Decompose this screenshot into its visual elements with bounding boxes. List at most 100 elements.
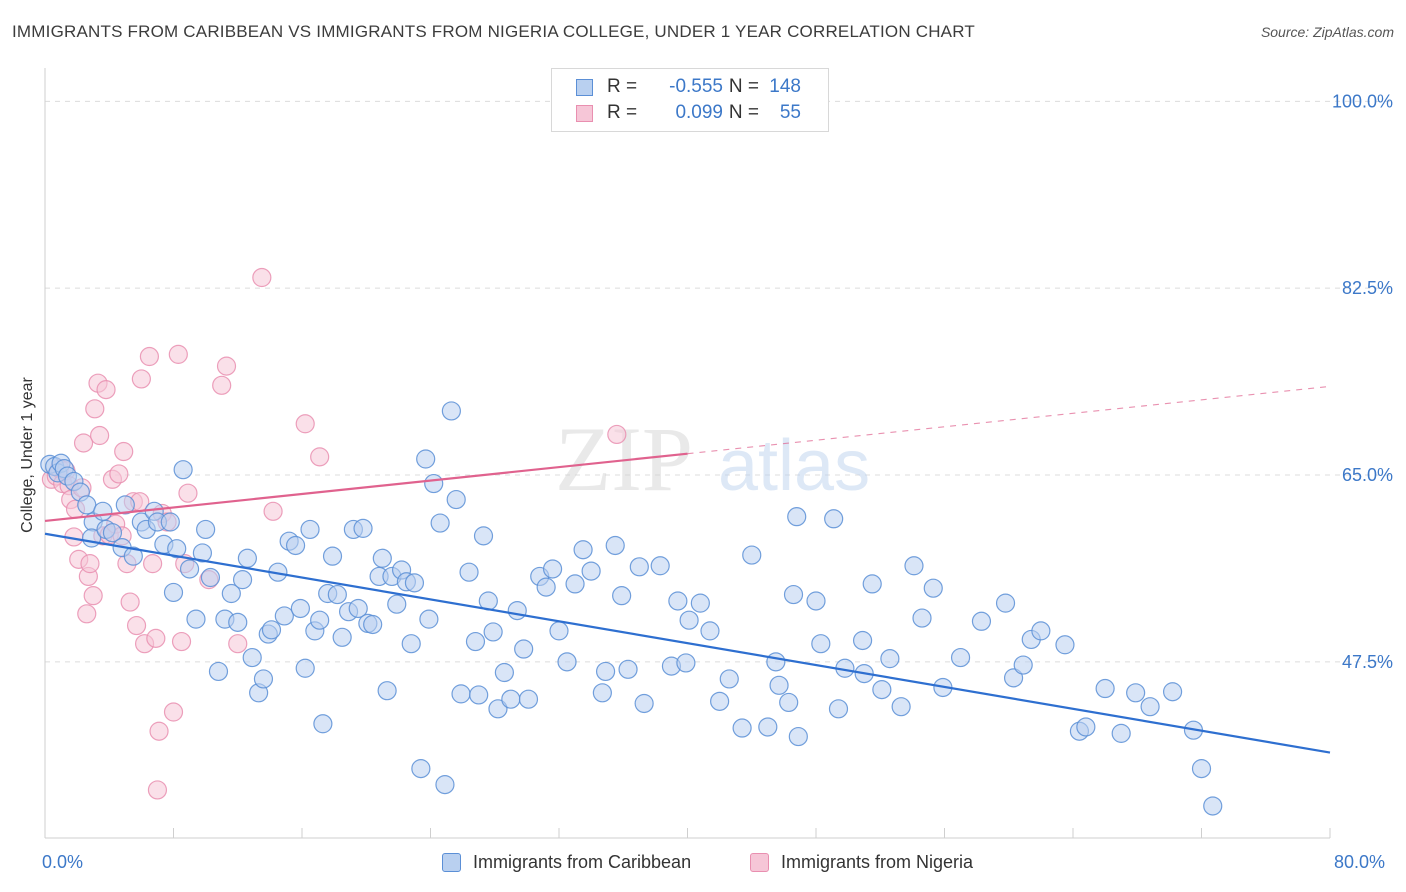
legend-item-caribbean[interactable]: Immigrants from Caribbean [442, 852, 691, 873]
data-point [469, 685, 489, 705]
data-point [668, 591, 688, 611]
data-point [149, 721, 169, 741]
data-point [1095, 678, 1115, 699]
data-point [1191, 759, 1212, 779]
data-point [862, 574, 882, 594]
data-point [261, 620, 282, 640]
data-point [488, 699, 508, 719]
data-point [634, 693, 654, 714]
data-point [710, 691, 730, 711]
data-point [494, 662, 514, 683]
data-point [168, 344, 188, 364]
data-point [788, 726, 808, 747]
data-point [221, 583, 241, 604]
r-label: R = [607, 76, 638, 97]
data-point [310, 447, 330, 467]
data-point [139, 346, 160, 367]
data-point [178, 483, 198, 503]
series-legend: Immigrants from Caribbean Immigrants fro… [0, 852, 1406, 876]
data-point [1055, 635, 1075, 655]
trend-extension-nigeria [687, 385, 1331, 455]
legend-label-caribbean: Immigrants from Caribbean [473, 852, 692, 872]
data-point [228, 612, 248, 632]
data-point [114, 441, 134, 462]
data-point [96, 380, 116, 400]
data-point [811, 634, 831, 654]
data-point [192, 543, 213, 563]
data-point [483, 622, 503, 642]
data-point [80, 554, 100, 574]
data-point [435, 775, 455, 795]
data-point [806, 591, 826, 611]
data-point [824, 509, 844, 529]
y-tick-label: 82.5% [1342, 278, 1393, 298]
data-point [401, 634, 421, 654]
n-label: N = [728, 76, 759, 97]
r-label: R = [607, 102, 638, 123]
legend-swatch-caribbean [442, 853, 461, 872]
data-point [83, 586, 103, 606]
data-point [430, 513, 450, 533]
data-point [595, 661, 616, 682]
data-point [1126, 683, 1146, 703]
data-point [1140, 697, 1160, 717]
trend-line-caribbean [44, 532, 1331, 754]
legend-swatch-blue [576, 78, 593, 96]
data-point [1203, 796, 1223, 816]
data-point [126, 615, 147, 636]
trend-line-nigeria [44, 452, 688, 523]
data-point [372, 548, 392, 568]
data-point [77, 495, 97, 515]
data-point [923, 578, 943, 598]
data-point [327, 584, 347, 605]
source-label: Source: ZipAtlas.com [1260, 24, 1394, 40]
legend-item-nigeria[interactable]: Immigrants from Nigeria [750, 852, 973, 873]
data-point [160, 512, 180, 532]
n-label: N = [728, 102, 759, 123]
data-point [1162, 682, 1183, 702]
data-point [353, 518, 373, 538]
data-point [950, 647, 971, 668]
trend-lines [44, 385, 1331, 754]
data-point [473, 526, 494, 546]
data-point [995, 593, 1016, 613]
data-point [310, 610, 330, 630]
data-point [1031, 621, 1051, 641]
correlation-legend: R = -0.555 N = 148 R = 0.099 N = 55 [551, 68, 829, 132]
data-point [828, 699, 849, 719]
axes [44, 68, 1331, 839]
data-point [73, 433, 94, 453]
data-point [1013, 655, 1033, 675]
chart-title: IMMIGRANTS FROM CARIBBEAN VS IMMIGRANTS … [12, 22, 975, 41]
x-tick-min: 0.0% [42, 852, 84, 872]
n-value: 55 [779, 102, 801, 123]
data-point [536, 577, 556, 597]
data-point [93, 501, 113, 521]
r-value: 0.099 [675, 102, 723, 123]
legend-row-nigeria: R = 0.099 N = 55 [576, 101, 801, 125]
data-point [518, 689, 539, 709]
data-point [618, 659, 638, 679]
data-point [263, 501, 283, 521]
data-point [123, 546, 143, 566]
data-point [1003, 668, 1024, 688]
data-point [147, 780, 168, 800]
data-point [514, 639, 534, 659]
y-tick-label: 100.0% [1332, 91, 1393, 111]
data-point [109, 464, 129, 484]
y-tick-label: 47.5% [1342, 652, 1393, 672]
data-point [115, 495, 135, 515]
data-point [904, 556, 924, 576]
data-point [411, 759, 431, 779]
data-point [131, 369, 151, 389]
data-point [769, 675, 789, 695]
data-point [120, 592, 140, 612]
data-point [179, 559, 200, 579]
data-point [216, 356, 237, 376]
data-point [971, 611, 992, 631]
data-point [419, 609, 439, 629]
data-point [758, 717, 778, 737]
data-point [441, 401, 461, 421]
data-point [196, 519, 216, 540]
data-point [852, 630, 873, 651]
